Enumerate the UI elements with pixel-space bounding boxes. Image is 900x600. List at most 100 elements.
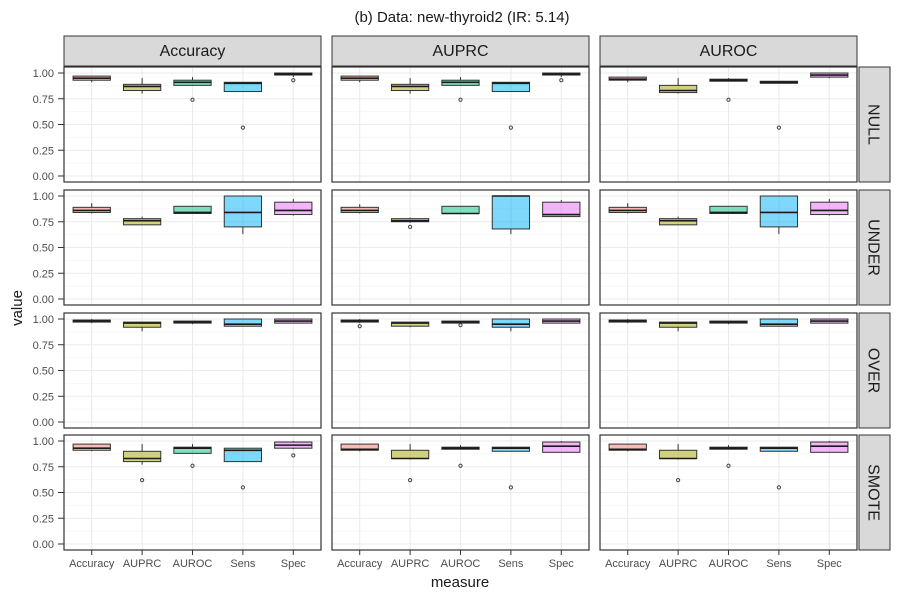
box-auroc [709, 205, 748, 215]
strip-label-smote: SMOTE [865, 464, 882, 521]
outlier-auroc [458, 463, 463, 468]
panel-border [63, 66, 322, 183]
outlier-auprc [408, 478, 413, 483]
x-axis-label: measure [431, 574, 489, 591]
strip-label-auprc: AUPRC [432, 43, 488, 60]
y-tick-label: 0.25 [33, 145, 54, 157]
box-spec [810, 201, 849, 216]
y-axis-label: value [9, 290, 26, 326]
panel-over-accuracy [63, 312, 322, 429]
box-accuracy [72, 443, 111, 451]
strip-accuracy [63, 35, 322, 67]
box-auprc [390, 321, 430, 327]
box-sens [223, 447, 263, 463]
panel-border [599, 312, 858, 429]
outlier-sens [776, 485, 781, 490]
panel-border [63, 312, 322, 429]
panel-null-auroc [599, 66, 858, 183]
x-tick-label: Sens [230, 558, 256, 570]
x-tick-label: AUPRC [659, 558, 698, 570]
outlier-auroc [190, 463, 195, 468]
outlier-accuracy [357, 324, 362, 329]
y-tick-label: 0.75 [33, 217, 54, 229]
box-sens [223, 318, 263, 327]
box-accuracy [340, 443, 379, 451]
y-tick-label: 0.00 [33, 294, 54, 306]
outlier-sens [508, 485, 513, 490]
box-auprc [390, 449, 430, 460]
strip-auroc [599, 35, 858, 67]
outlier-auprc [676, 478, 681, 483]
box-sens [491, 195, 531, 230]
panel-border [63, 434, 322, 551]
y-tick-label: 1.00 [33, 68, 54, 80]
outlier-auprc [408, 224, 413, 229]
box-sens [759, 195, 799, 228]
outlier-auroc [726, 97, 731, 102]
panel-over-auroc [599, 312, 858, 429]
strip-label-accuracy: Accuracy [160, 43, 226, 60]
outlier-spec [559, 78, 564, 83]
x-tick-label: AUPRC [391, 558, 430, 570]
box-auprc [658, 321, 698, 328]
box-spec [274, 201, 313, 216]
y-tick-label: 1.00 [33, 436, 54, 448]
strip-label-under: UNDER [865, 219, 882, 276]
y-tick-label: 1.00 [33, 191, 54, 203]
outlier-auroc [458, 97, 463, 102]
panel-under-accuracy [63, 189, 322, 306]
x-tick-label: AUROC [173, 558, 213, 570]
box-sens [491, 446, 531, 452]
x-tick-label: AUROC [709, 558, 749, 570]
box-auprc [122, 450, 162, 463]
panel-border [331, 312, 590, 429]
panel-null-accuracy [63, 66, 322, 183]
y-tick-label: 0.50 [33, 120, 54, 132]
x-tick-label: AUROC [441, 558, 481, 570]
panel-border [331, 66, 590, 183]
outlier-auprc [140, 478, 145, 483]
strip-under [858, 189, 891, 306]
box-accuracy [608, 443, 647, 451]
strip-null [858, 66, 891, 183]
box-auprc [658, 84, 698, 94]
box-sens [223, 195, 263, 228]
box-auroc [173, 446, 212, 454]
y-tick-label: 0.00 [33, 171, 54, 183]
y-tick-label: 0.25 [33, 513, 54, 525]
box-auprc [658, 449, 698, 460]
box-sens [491, 318, 531, 328]
box-auprc [122, 83, 162, 92]
box-auroc [173, 205, 212, 215]
strip-over [858, 312, 891, 429]
box-auprc [390, 83, 430, 92]
box-sens [223, 81, 263, 93]
strip-label-null: NULL [865, 104, 882, 145]
outlier-sens [240, 125, 245, 130]
x-tick-label: Sens [498, 558, 524, 570]
panel-smote-auroc [599, 434, 858, 551]
box-auprc [122, 218, 162, 226]
outlier-spec [291, 78, 296, 83]
outlier-auroc [458, 323, 463, 328]
outlier-sens [776, 125, 781, 130]
panels-layer: Accuracy AUPRC AUROC NULL UNDER OVER SMOTE 0.00… [33, 35, 891, 570]
y-tick-label: 0.25 [33, 391, 54, 403]
panel-null-auprc [331, 66, 590, 183]
strip-smote [858, 434, 891, 551]
box-sens [759, 446, 799, 452]
box-sens [759, 318, 799, 327]
strip-label-over: OVER [865, 348, 882, 393]
y-tick-label: 0.50 [33, 243, 54, 255]
box-auprc [122, 321, 162, 328]
panel-smote-accuracy [63, 434, 322, 551]
panel-under-auroc [599, 189, 858, 306]
strip-auprc [331, 35, 590, 67]
panel-border [331, 189, 590, 306]
y-tick-label: 0.00 [33, 539, 54, 551]
x-tick-label: Accuracy [605, 558, 651, 570]
y-tick-label: 0.75 [33, 94, 54, 106]
x-tick-label: Spec [281, 558, 307, 570]
panel-under-auprc [331, 189, 590, 306]
